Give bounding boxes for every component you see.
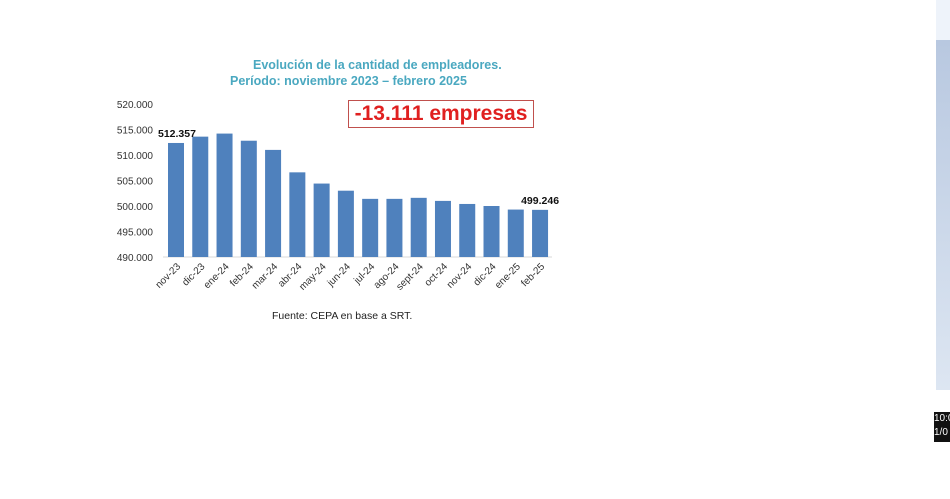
y-tick-label: 510.000 bbox=[117, 151, 154, 162]
y-tick-label: 495.000 bbox=[117, 228, 154, 239]
bar-ago-24 bbox=[386, 198, 403, 257]
y-tick-label: 505.000 bbox=[117, 177, 154, 188]
bar-nov-24 bbox=[459, 203, 476, 257]
bar-may-24 bbox=[313, 183, 330, 257]
y-tick-label: 490.000 bbox=[117, 253, 154, 264]
x-tick-label: feb-25 bbox=[519, 261, 547, 289]
x-tick-label: ene-24 bbox=[202, 261, 232, 291]
chart-title: Evolución de la cantidad de empleadores. bbox=[253, 58, 502, 72]
bar-nov-23 bbox=[168, 142, 184, 257]
taskbar-clock: 10:0 1/0 bbox=[934, 412, 950, 442]
bar-sept-24 bbox=[410, 197, 427, 257]
x-tick-label: nov-23 bbox=[154, 261, 184, 291]
clock-date: 1/0 bbox=[934, 427, 948, 438]
bar-feb-25 bbox=[532, 209, 549, 257]
y-tick-label: 520.000 bbox=[117, 100, 154, 111]
x-tick-label: ene-25 bbox=[493, 261, 523, 291]
source-note: Fuente: CEPA en base a SRT. bbox=[272, 310, 413, 322]
bar-dic-24 bbox=[483, 206, 500, 257]
bar-oct-24 bbox=[434, 200, 451, 257]
x-tick-label: may-24 bbox=[297, 261, 329, 293]
x-tick-label: mar-24 bbox=[250, 261, 280, 291]
x-tick-label: jun-24 bbox=[325, 261, 353, 289]
bar-ene-24 bbox=[216, 133, 233, 257]
y-tick-label: 500.000 bbox=[117, 202, 154, 213]
bar-jul-24 bbox=[362, 198, 379, 257]
bar-ene-25 bbox=[507, 209, 524, 257]
bar-jun-24 bbox=[337, 190, 354, 257]
chart-subtitle: Período: noviembre 2023 – febrero 2025 bbox=[230, 74, 467, 88]
bar-abr-24 bbox=[289, 172, 306, 257]
x-tick-label: sept-24 bbox=[394, 261, 426, 293]
data-label-first: 512.357 bbox=[158, 128, 196, 140]
x-tick-label: nov-24 bbox=[445, 261, 475, 291]
bar-mar-24 bbox=[265, 149, 282, 257]
data-label-last: 499.246 bbox=[521, 195, 559, 207]
bar-feb-24 bbox=[240, 140, 257, 257]
annotation-box: -13.111 empresas bbox=[348, 100, 534, 128]
side-window-top bbox=[936, 0, 950, 40]
bar-dic-23 bbox=[192, 136, 209, 257]
side-window-scrollbar[interactable] bbox=[936, 40, 950, 390]
clock-time: 10:0 bbox=[934, 413, 950, 424]
y-tick-label: 515.000 bbox=[117, 126, 154, 137]
